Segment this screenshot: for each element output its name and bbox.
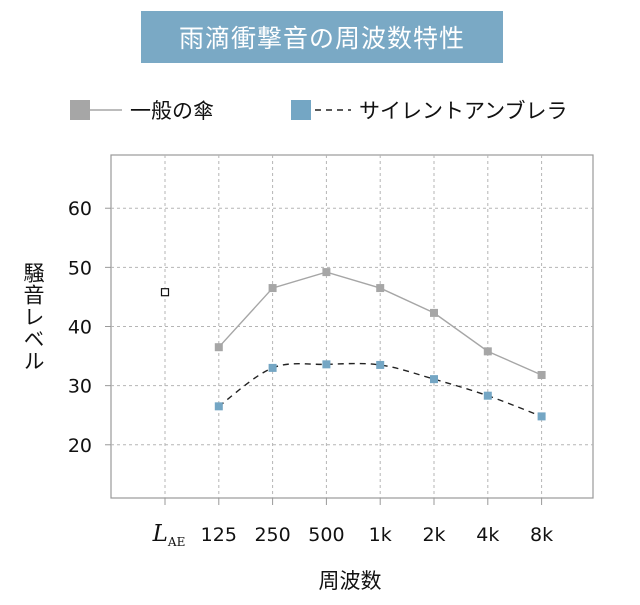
series-1-point xyxy=(214,402,223,411)
x-tick-label-lae-main: L xyxy=(152,521,168,547)
series-0-point xyxy=(268,284,277,293)
y-tick-label: 40 xyxy=(68,317,92,339)
chart-plot: 20 30 40 50 60 LAE 125 250 500 1k 2k 4k 8k xyxy=(68,154,594,549)
series-1-point xyxy=(322,360,331,369)
x-tick-label: 500 xyxy=(308,524,344,546)
legend-swatch-general-umbrella xyxy=(70,100,122,120)
x-tick-label: 125 xyxy=(201,524,237,546)
legend-label-silent-umbrella: サイレントアンブレラ xyxy=(359,99,568,123)
series-0-point xyxy=(376,284,385,293)
lae-point xyxy=(160,288,170,297)
y-tick-label: 60 xyxy=(68,198,92,220)
x-tick-label-lae: LAE xyxy=(152,521,186,549)
x-axis-label: 周波数 xyxy=(318,569,382,593)
series-0-point xyxy=(214,343,223,352)
series-1-point xyxy=(268,363,277,372)
y-tick-label: 30 xyxy=(68,376,92,398)
chart-title: 雨滴衝撃音の周波数特性 xyxy=(178,24,465,53)
x-tick-label: 1k xyxy=(369,524,392,546)
series-0-point xyxy=(322,268,331,277)
series-1-point xyxy=(430,375,438,384)
x-tick-label: 8k xyxy=(530,524,553,546)
chart-title-box: 雨滴衝撃音の周波数特性 xyxy=(141,11,503,63)
x-tick-label: 2k xyxy=(422,524,445,546)
x-tick-label: 4k xyxy=(476,524,499,546)
series-1-point xyxy=(537,412,546,421)
series-0-point xyxy=(430,308,438,317)
series-0-point xyxy=(537,370,546,379)
legend-label-general-umbrella: 一般の傘 xyxy=(130,99,214,123)
y-tick-label: 50 xyxy=(68,257,92,279)
series-0-point xyxy=(483,347,492,356)
y-tick-label: 20 xyxy=(68,435,92,457)
series-1-point xyxy=(483,391,492,400)
x-tick-label-lae-sub: AE xyxy=(167,535,185,549)
legend-swatch-silent-umbrella xyxy=(291,100,351,120)
legend-item-silent-umbrella: サイレントアンブレラ xyxy=(291,96,568,124)
y-axis-label: 騒音レベル xyxy=(21,262,45,372)
legend-item-general-umbrella: 一般の傘 xyxy=(70,96,214,124)
series-1-point xyxy=(376,360,385,369)
x-tick-label: 250 xyxy=(254,524,290,546)
